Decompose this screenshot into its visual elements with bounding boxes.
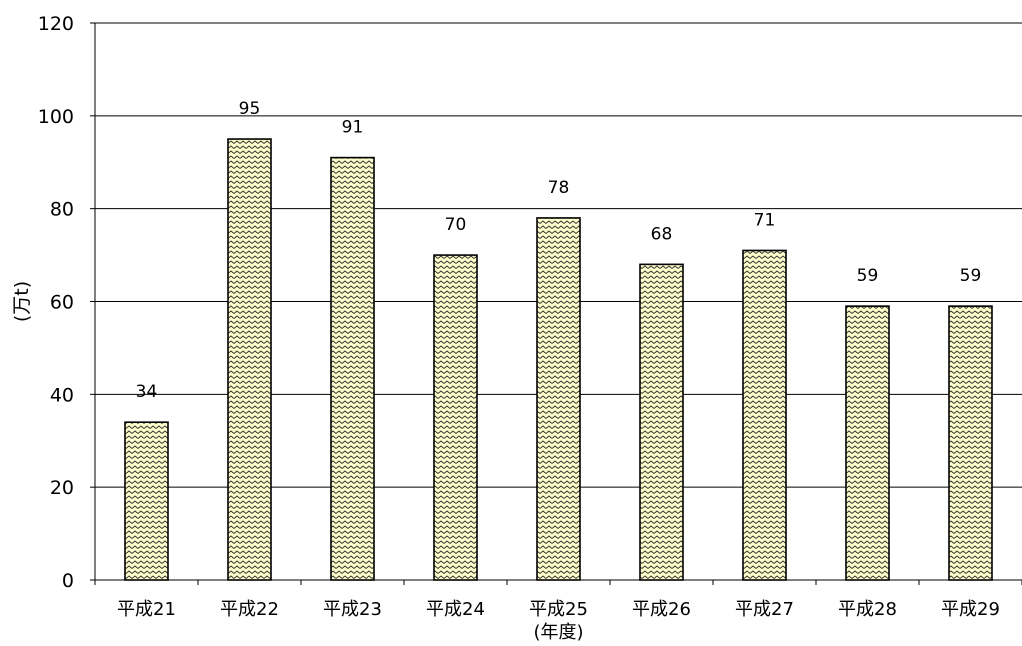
y-tick-label-0: 0	[62, 570, 74, 592]
y-tick-label-80: 80	[50, 199, 74, 221]
y-tick-label-100: 100	[38, 106, 74, 128]
data-label-平成29: 59	[960, 266, 982, 286]
data-label-平成25: 78	[548, 178, 570, 198]
bar-平成26	[639, 263, 684, 581]
y-tick-label-20: 20	[50, 477, 74, 499]
y-tick-label-120: 120	[38, 13, 74, 35]
data-label-平成21: 34	[136, 382, 158, 402]
x-axis-title: (年度)	[533, 622, 583, 643]
y-axis-title: (万t)	[11, 281, 33, 322]
bar-平成29	[948, 305, 993, 581]
bar-平成23	[330, 156, 375, 581]
x-category-labels: 平成21 平成22 平成23 平成24 平成25 平成26 平成27 平成28 平成29	[117, 599, 1000, 620]
bar-平成25	[536, 217, 581, 581]
data-label-平成26: 68	[651, 224, 673, 244]
x-tick-label-平成22: 平成22	[220, 599, 279, 620]
data-label-平成28: 59	[857, 266, 879, 286]
x-tick-label-平成21: 平成21	[117, 599, 176, 620]
data-label-平成22: 95	[239, 99, 261, 119]
x-tick-label-平成24: 平成24	[426, 599, 485, 620]
data-labels: 34 95 91 70 78 68 71 59 59	[136, 99, 982, 402]
x-tick-label-平成28: 平成28	[838, 599, 897, 620]
x-tick-label-平成25: 平成25	[529, 599, 588, 620]
x-tick-label-平成27: 平成27	[735, 599, 794, 620]
x-tick-label-平成26: 平成26	[632, 599, 691, 620]
bar-平成24	[433, 254, 478, 581]
data-label-平成24: 70	[445, 215, 467, 235]
bar-平成27	[742, 249, 787, 581]
data-label-平成27: 71	[754, 210, 776, 230]
axes	[90, 22, 1022, 585]
bars	[124, 138, 993, 581]
x-tick-label-平成23: 平成23	[323, 599, 382, 620]
data-label-平成23: 91	[342, 118, 364, 138]
bar-平成28	[845, 305, 890, 581]
y-tick-label-40: 40	[50, 384, 74, 406]
bar-平成21	[124, 421, 169, 581]
y-tick-labels: 0 20 40 60 80 100 120	[38, 13, 74, 592]
y-tick-label-60: 60	[50, 292, 74, 314]
x-tick-label-平成29: 平成29	[941, 599, 1000, 620]
bar-平成22	[227, 138, 272, 581]
